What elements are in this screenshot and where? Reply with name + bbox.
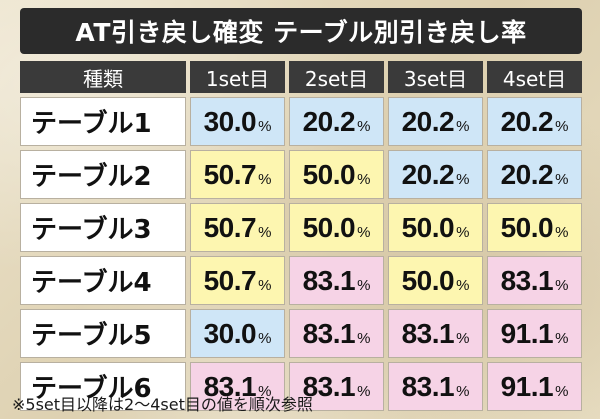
rate-cell: 50.0% [487, 203, 582, 252]
percent-sign: % [357, 382, 371, 400]
rate-cell: 20.2% [289, 97, 384, 146]
rate-cell: 50.7% [190, 203, 285, 252]
rate-cell: 20.2% [487, 97, 582, 146]
table-row: テーブル3 50.7% 50.0% 50.0% 50.0% [20, 203, 582, 252]
percent-sign: % [357, 170, 371, 188]
percent-sign: % [555, 223, 569, 241]
rate-cell: 30.0% [190, 309, 285, 358]
rate-cell: 83.1% [388, 362, 483, 411]
rate-value: 20.2 [500, 158, 554, 190]
rate-cell: 20.2% [388, 97, 483, 146]
header-cell-set3: 3set目 [388, 61, 483, 93]
rate-cell: 20.2% [487, 150, 582, 199]
rate-value: 30.0 [203, 317, 257, 349]
percent-sign: % [555, 329, 569, 347]
percent-sign: % [357, 276, 371, 294]
rate-value: 91.1 [500, 317, 554, 349]
percent-sign: % [258, 170, 272, 188]
rate-value: 50.7 [203, 211, 257, 243]
table-row: テーブル1 30.0% 20.2% 20.2% 20.2% [20, 97, 582, 146]
table-header: 種類 1set目 2set目 3set目 4set目 [20, 61, 582, 93]
rate-cell: 83.1% [289, 256, 384, 305]
rate-cell: 83.1% [487, 256, 582, 305]
percent-sign: % [456, 329, 470, 347]
row-label: テーブル5 [20, 309, 186, 358]
rate-cell: 83.1% [190, 362, 285, 411]
percent-sign: % [258, 276, 272, 294]
rate-value: 50.7 [203, 264, 257, 296]
header-row: 種類 1set目 2set目 3set目 4set目 [20, 61, 582, 93]
rate-cell: 91.1% [487, 362, 582, 411]
rate-value: 20.2 [500, 105, 554, 137]
rate-value: 50.0 [302, 158, 356, 190]
rate-value: 83.1 [302, 264, 356, 296]
rate-cell: 50.7% [190, 150, 285, 199]
percent-sign: % [258, 382, 272, 400]
rate-value: 83.1 [500, 264, 554, 296]
rate-value: 83.1 [401, 370, 455, 402]
rate-value: 20.2 [401, 105, 455, 137]
table-row: テーブル4 50.7% 83.1% 50.0% 83.1% [20, 256, 582, 305]
percent-sign: % [555, 276, 569, 294]
percent-sign: % [555, 170, 569, 188]
title-bar: AT引き戻し確変 テーブル別引き戻し率 [20, 8, 582, 54]
rate-value: 20.2 [302, 105, 356, 137]
header-cell-type: 種類 [20, 61, 186, 93]
percent-sign: % [357, 223, 371, 241]
rate-value: 83.1 [302, 317, 356, 349]
rate-value: 50.7 [203, 158, 257, 190]
rate-cell: 30.0% [190, 97, 285, 146]
percent-sign: % [555, 382, 569, 400]
row-label: テーブル6 [20, 362, 186, 411]
percent-sign: % [456, 170, 470, 188]
rate-cell: 50.0% [289, 203, 384, 252]
table-row: テーブル2 50.7% 50.0% 20.2% 20.2% [20, 150, 582, 199]
rate-cell: 50.0% [289, 150, 384, 199]
table-row: テーブル6 83.1% 83.1% 83.1% 91.1% [20, 362, 582, 411]
row-label: テーブル4 [20, 256, 186, 305]
rate-value: 30.0 [203, 105, 257, 137]
rate-cell: 83.1% [388, 309, 483, 358]
rate-cell: 50.0% [388, 256, 483, 305]
rate-value: 20.2 [401, 158, 455, 190]
rate-cell: 91.1% [487, 309, 582, 358]
percent-sign: % [555, 117, 569, 135]
header-cell-set2: 2set目 [289, 61, 384, 93]
rate-value: 50.0 [401, 264, 455, 296]
header-cell-set1: 1set目 [190, 61, 285, 93]
rate-cell: 83.1% [289, 309, 384, 358]
rate-value: 50.0 [302, 211, 356, 243]
rate-value: 83.1 [401, 317, 455, 349]
row-label: テーブル1 [20, 97, 186, 146]
percent-sign: % [456, 223, 470, 241]
page-title: AT引き戻し確変 テーブル別引き戻し率 [75, 18, 527, 47]
percent-sign: % [258, 117, 272, 135]
percent-sign: % [456, 276, 470, 294]
rate-cell: 50.7% [190, 256, 285, 305]
rate-cell: 83.1% [289, 362, 384, 411]
row-label: テーブル3 [20, 203, 186, 252]
rate-value: 50.0 [500, 211, 554, 243]
percent-sign: % [456, 117, 470, 135]
percent-sign: % [357, 329, 371, 347]
row-label: テーブル2 [20, 150, 186, 199]
table-body: テーブル1 30.0% 20.2% 20.2% 20.2% テーブル2 50.7% 50.0%… [20, 97, 582, 411]
rate-cell: 50.0% [388, 203, 483, 252]
percent-sign: % [357, 117, 371, 135]
table-row: テーブル5 30.0% 83.1% 83.1% 91.1% [20, 309, 582, 358]
percent-sign: % [258, 223, 272, 241]
rate-value: 83.1 [203, 370, 257, 402]
rate-value: 83.1 [302, 370, 356, 402]
rate-cell: 20.2% [388, 150, 483, 199]
rate-value: 50.0 [401, 211, 455, 243]
footnote: ※5set目以降は2〜4set目の値を順次参照 [12, 395, 313, 414]
rate-value: 91.1 [500, 370, 554, 402]
header-cell-set4: 4set目 [487, 61, 582, 93]
percent-sign: % [456, 382, 470, 400]
rate-table: 種類 1set目 2set目 3set目 4set目 テーブル1 30.0% 20.… [16, 57, 586, 415]
percent-sign: % [258, 329, 272, 347]
